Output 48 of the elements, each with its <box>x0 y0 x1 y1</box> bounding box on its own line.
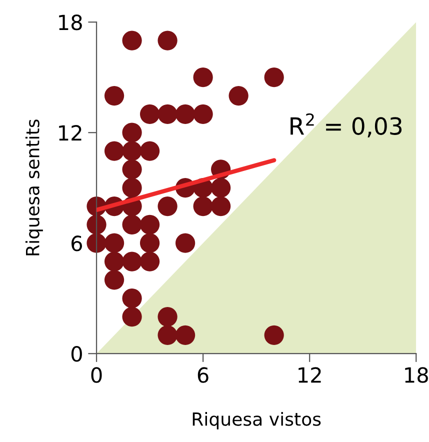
point <box>104 233 124 253</box>
point <box>264 325 284 346</box>
point <box>158 30 178 50</box>
y-tick-label: 6 <box>72 236 82 252</box>
point <box>122 160 142 180</box>
x-tick-label: 12 <box>298 367 321 383</box>
point <box>140 233 160 253</box>
point <box>228 86 248 106</box>
point <box>140 214 160 235</box>
point <box>104 86 124 106</box>
point <box>210 178 231 198</box>
point <box>122 306 142 327</box>
point <box>193 104 213 124</box>
y-tick-label: 0 <box>71 346 82 362</box>
point <box>122 252 142 272</box>
point <box>193 196 213 216</box>
point <box>158 306 178 327</box>
point <box>140 252 160 272</box>
point <box>122 30 142 50</box>
point <box>104 252 124 272</box>
point <box>86 214 106 235</box>
point <box>175 104 196 124</box>
point <box>175 325 196 346</box>
x-tick-label: 18 <box>405 367 428 383</box>
point <box>193 68 213 88</box>
point <box>140 104 160 124</box>
x-tick-label: 0 <box>91 367 102 383</box>
point <box>175 233 196 253</box>
point <box>122 141 142 161</box>
point <box>264 68 284 88</box>
point <box>158 196 178 216</box>
y-tick-label: 12 <box>59 125 82 141</box>
point <box>86 233 106 253</box>
annotation: R$^{2}$ = 0,03 <box>290 113 402 138</box>
x-axis-title: Riquesa vistos <box>192 412 321 430</box>
point <box>158 104 178 124</box>
point <box>122 214 142 235</box>
point <box>104 270 124 290</box>
point <box>122 178 142 198</box>
point <box>140 141 160 161</box>
point <box>122 288 142 308</box>
x-tick-label: 6 <box>198 367 208 383</box>
point <box>158 325 178 346</box>
point <box>210 196 231 216</box>
y-tick-label: 18 <box>59 14 82 30</box>
point <box>104 141 124 161</box>
y-axis-title: Riquesa sentits <box>25 120 43 256</box>
point <box>122 122 142 142</box>
